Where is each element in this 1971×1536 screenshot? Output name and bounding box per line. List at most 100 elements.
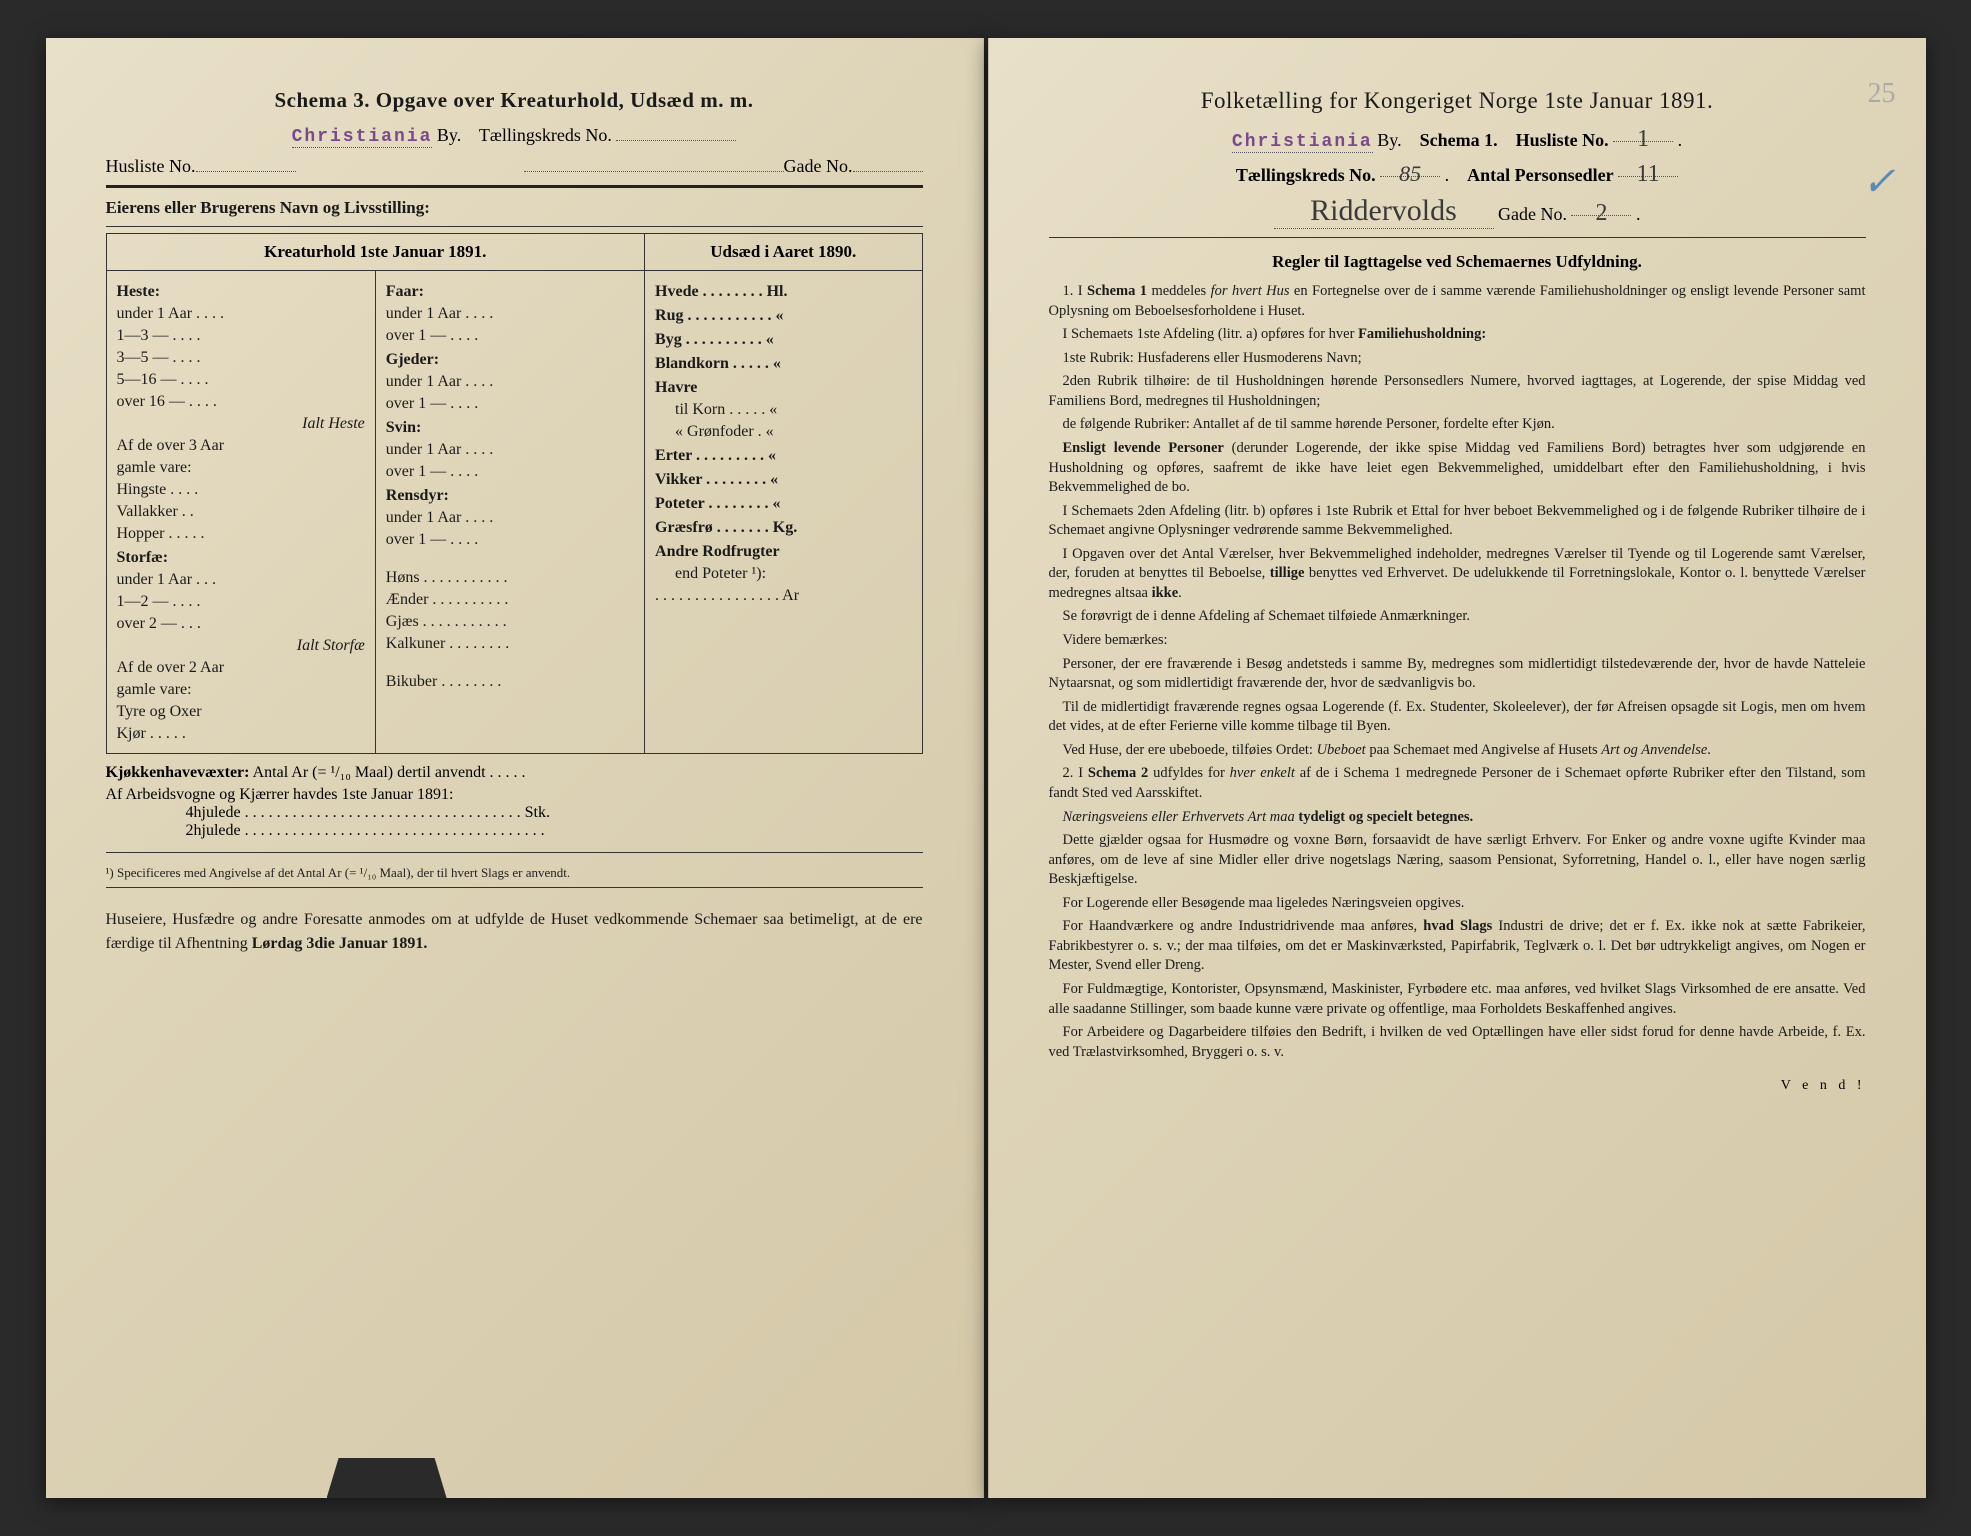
ialt-heste: Ialt Heste xyxy=(302,415,365,432)
line: Byg . . . . . . . . . . « xyxy=(655,331,911,349)
gade-label-left: Gade No. xyxy=(784,156,853,176)
line: under 1 Aar . . . . xyxy=(117,305,365,323)
blue-checkmark: ✓ xyxy=(1862,158,1896,205)
line: over 16 — . . . . xyxy=(117,393,365,411)
faar-head: Faar: xyxy=(386,283,634,301)
left-husliste-line: Husliste No. Gade No. xyxy=(106,156,923,177)
eier-label: Eierens eller Brugerens Navn og Livsstil… xyxy=(106,198,923,218)
line: Høns . . . . . . . . . . . xyxy=(386,569,634,587)
line: Kalkuner . . . . . . . . xyxy=(386,635,634,653)
line: til Korn . . . . . « xyxy=(655,401,911,419)
line: 5—16 — . . . . xyxy=(117,371,365,389)
line: . . . . . . . . . . . . . . . . Ar xyxy=(655,587,911,605)
rule-paragraph: 1. I Schema 1 meddeles for hvert Hus en … xyxy=(1049,282,1866,321)
rule-paragraph: 2. I Schema 2 udfyldes for hver enkelt a… xyxy=(1049,764,1866,803)
table-body-row: Heste: under 1 Aar . . . . 1—3 — . . . .… xyxy=(106,271,922,754)
tkreds-value: 85 xyxy=(1399,161,1421,187)
left-page: Schema 3. Opgave over Kreaturhold, Udsæd… xyxy=(46,38,984,1498)
husliste-value: 1 xyxy=(1637,126,1649,153)
city-stamp-left: Christiania xyxy=(292,127,433,147)
line: 1—3 — . . . . xyxy=(117,327,365,345)
rensdyr-head: Rensdyr: xyxy=(386,487,634,505)
line: Andre Rodfrugter xyxy=(655,543,911,561)
line: Rug . . . . . . . . . . . « xyxy=(655,307,911,325)
gadeno-blank-left xyxy=(853,156,923,172)
by-label-left: By. xyxy=(437,125,461,145)
rule-paragraph: Ved Huse, der ere ubeboede, tilføies Ord… xyxy=(1049,741,1866,761)
rule-paragraph: Videre bemærkes: xyxy=(1049,631,1866,651)
line: under 1 Aar . . . . xyxy=(386,441,634,459)
rule-paragraph: For Fuldmægtige, Kontorister, Opsynsmænd… xyxy=(1049,980,1866,1019)
right-page: 25 ✓ Folketælling for Kongeriget Norge 1… xyxy=(988,38,1926,1498)
line: Vallakker . . xyxy=(117,503,365,521)
line: Hingste . . . . xyxy=(117,481,365,499)
by-label-right: By. xyxy=(1377,130,1401,150)
line: Hopper . . . . . xyxy=(117,525,365,543)
right-line2: Tællingskreds No. 85 . Antal Personsedle… xyxy=(1049,161,1866,186)
thin-rule-3 xyxy=(106,887,923,888)
left-city-line: Christiania By. Tællingskreds No. xyxy=(106,125,923,148)
right-line1: Christiania By. Schema 1. Husliste No. 1… xyxy=(1049,126,1866,153)
tkreds-blank-left xyxy=(616,125,736,141)
svin-head: Svin: xyxy=(386,419,634,437)
line: gamle vare: xyxy=(117,459,365,477)
rule-paragraph: Til de midlertidigt fraværende regnes og… xyxy=(1049,698,1866,737)
line: Blandkorn . . . . . « xyxy=(655,355,911,373)
husliste-label-left: Husliste No. xyxy=(106,156,196,176)
gjeder-head: Gjeder: xyxy=(386,351,634,369)
rule-paragraph: I Schemaets 2den Afdeling (litr. b) opfø… xyxy=(1049,502,1866,541)
line: under 1 Aar . . . xyxy=(117,571,365,589)
footnote: ¹) Specificeres med Angivelse af det Ant… xyxy=(106,865,923,881)
line: « Grønfoder . « xyxy=(655,423,911,441)
line: gamle vare: xyxy=(117,681,365,699)
thin-rule-1 xyxy=(106,226,923,227)
line: Ænder . . . . . . . . . . xyxy=(386,591,634,609)
line: Poteter . . . . . . . . « xyxy=(655,495,911,513)
line: under 1 Aar . . . . xyxy=(386,509,634,527)
line: Af de over 2 Aar xyxy=(117,659,365,677)
th-kreatur: Kreaturhold 1ste Januar 1891. xyxy=(106,234,645,271)
thick-rule-1 xyxy=(106,185,923,188)
thin-rule-r1 xyxy=(1049,237,1866,238)
line: Bikuber . . . . . . . . xyxy=(386,673,634,691)
census-title: Folketælling for Kongeriget Norge 1ste J… xyxy=(1049,88,1866,114)
col-b: Faar: under 1 Aar . . . . over 1 — . . .… xyxy=(375,271,644,754)
thin-rule-2 xyxy=(106,852,923,853)
antal-label: Antal Personsedler xyxy=(1467,165,1613,185)
rule-paragraph: Se forøvrigt de i denne Afdeling af Sche… xyxy=(1049,607,1866,627)
hjul4-line: 4hjulede . . . . . . . . . . . . . . . .… xyxy=(106,804,923,822)
line: Erter . . . . . . . . . « xyxy=(655,447,911,465)
rule-paragraph: For Logerende eller Besøgende maa ligele… xyxy=(1049,894,1866,914)
heste-head: Heste: xyxy=(117,283,365,301)
line: Havre xyxy=(655,379,911,397)
gade-blank-left xyxy=(524,156,784,172)
line: under 1 Aar . . . . xyxy=(386,373,634,391)
rules-body: 1. I Schema 1 meddeles for hvert Hus en … xyxy=(1049,282,1866,1062)
line: Gjæs . . . . . . . . . . . xyxy=(386,613,634,631)
line: under 1 Aar . . . . xyxy=(386,305,634,323)
rule-paragraph: I Schemaets 1ste Afdeling (litr. a) opfø… xyxy=(1049,325,1866,345)
gade-value: 2 xyxy=(1595,200,1607,227)
tkreds-label-left: Tællingskreds No. xyxy=(479,125,612,145)
line: over 1 — . . . . xyxy=(386,531,634,549)
husliste-blank-left xyxy=(196,156,296,172)
rule-paragraph: For Haandværkere og andre Industridriven… xyxy=(1049,917,1866,976)
rule-paragraph: 1ste Rubrik: Husfaderens eller Husmodere… xyxy=(1049,349,1866,369)
page-spread: Schema 3. Opgave over Kreaturhold, Udsæd… xyxy=(46,38,1926,1498)
col-c: Hvede . . . . . . . . Hl. Rug . . . . . … xyxy=(645,271,922,754)
rule-paragraph: For Arbeidere og Dagarbeidere tilføies d… xyxy=(1049,1023,1866,1062)
line: 1—2 — . . . . xyxy=(117,593,365,611)
line: Vikker . . . . . . . . « xyxy=(655,471,911,489)
rule-paragraph: 2den Rubrik tilhøire: de til Husholdning… xyxy=(1049,372,1866,411)
vend-text: V e n d ! xyxy=(1049,1078,1866,1094)
rule-paragraph: Ensligt levende Personer (derunder Loger… xyxy=(1049,439,1866,498)
kreatur-table: Kreaturhold 1ste Januar 1891. Udsæd i Aa… xyxy=(106,233,923,754)
right-line3: Riddervolds Gade No. 2 . xyxy=(1049,194,1866,229)
line: over 1 — . . . . xyxy=(386,395,634,413)
line: Tyre og Oxer xyxy=(117,703,365,721)
line: Hvede . . . . . . . . Hl. xyxy=(655,283,911,301)
line: 3—5 — . . . . xyxy=(117,349,365,367)
arbeids-line: Af Arbeidsvogne og Kjærrer havdes 1ste J… xyxy=(106,786,923,804)
storfae-head: Storfæ: xyxy=(117,549,365,567)
kjokken-line: Kjøkkenhavevæxter: Kjøkkenhavevæxter: An… xyxy=(106,764,923,782)
